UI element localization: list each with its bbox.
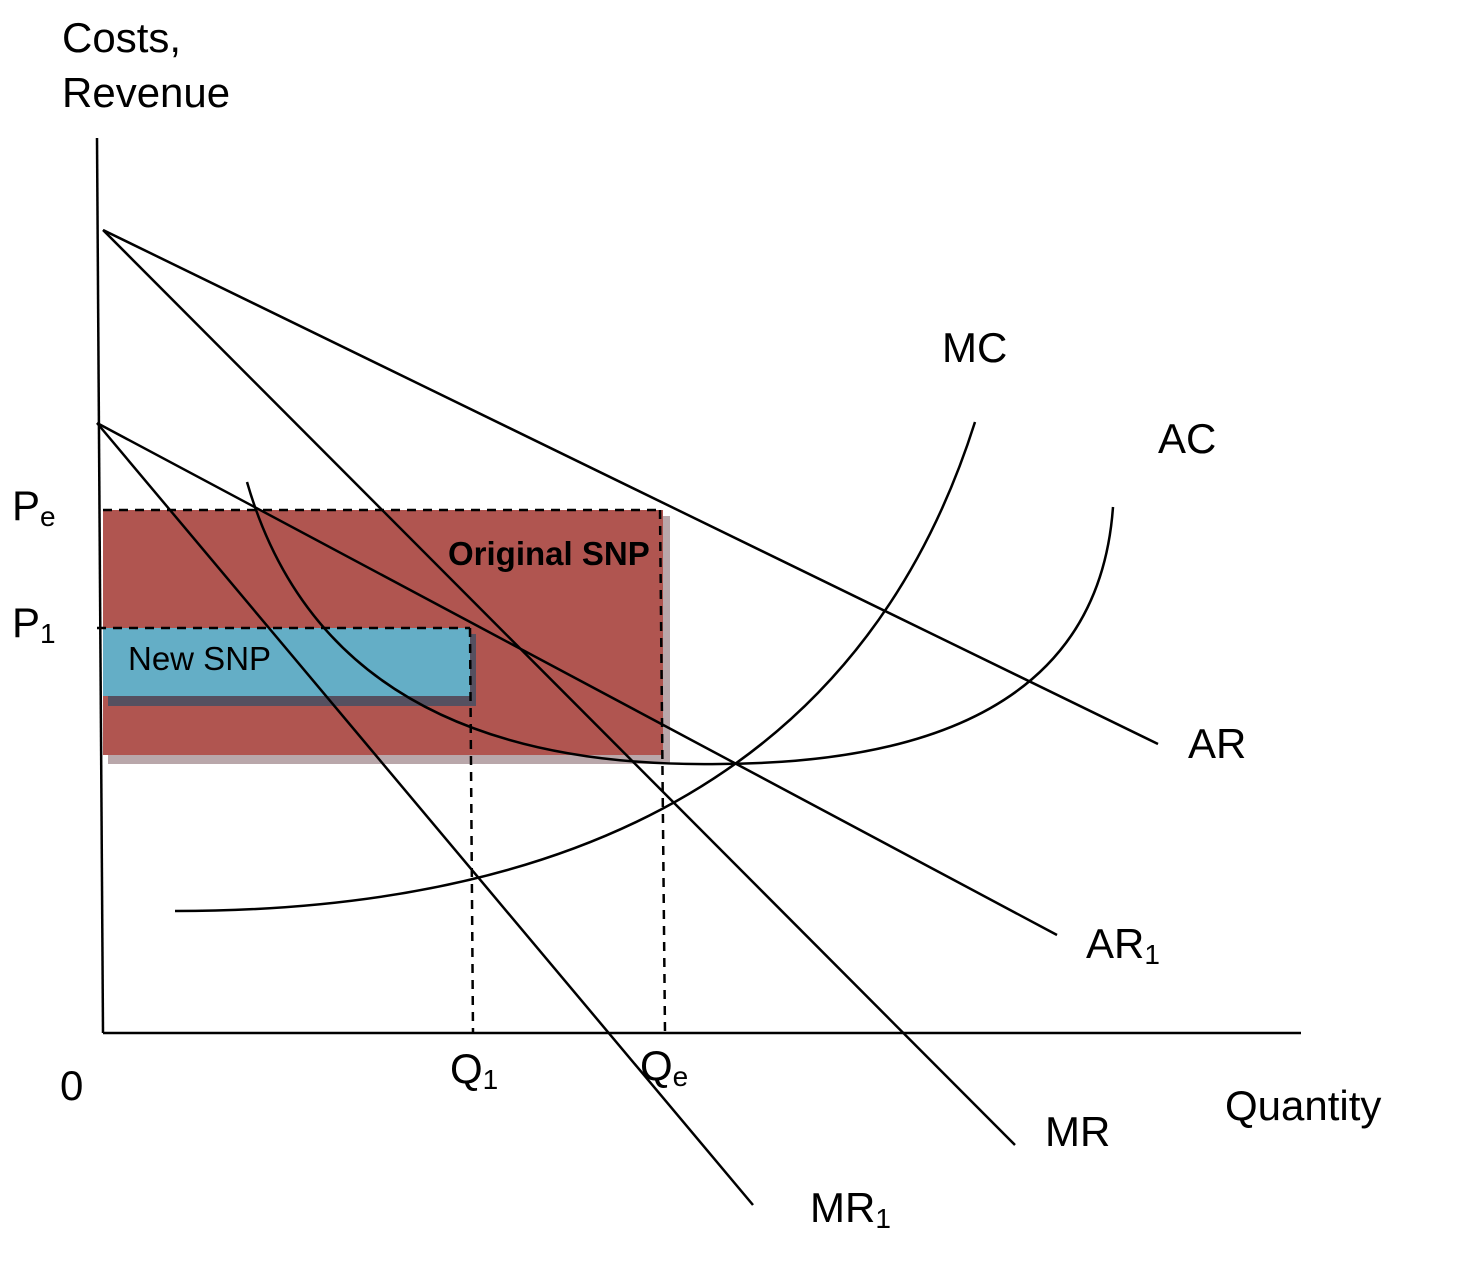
mr-label: MR: [1045, 1108, 1110, 1155]
y-axis-label-line2: Revenue: [62, 69, 230, 116]
ac-label: AC: [1158, 415, 1216, 462]
q1-dashed-line: [468, 627, 475, 1034]
mr-curve: [102, 229, 1016, 1146]
x-axis-label: Quantity: [1225, 1082, 1381, 1129]
pe-label: Pe: [12, 482, 56, 532]
new-snp-area: [103, 628, 476, 706]
mc-curve: [174, 421, 977, 913]
ar1-curve: [96, 421, 1058, 937]
ac-curve: [245, 481, 1115, 766]
mc-label: MC: [942, 324, 1007, 371]
new-snp-rect: [103, 628, 470, 696]
p1-label: P1: [12, 599, 56, 649]
new-snp-label: New SNP: [128, 640, 271, 677]
ar-label: AR: [1188, 720, 1246, 767]
ar1-label: AR1: [1086, 920, 1160, 970]
mr1-curve: [96, 422, 754, 1206]
y-axis-label-line1: Costs,: [62, 14, 181, 61]
qe-dashed-line: [658, 509, 667, 1034]
ar-curve: [102, 228, 1159, 746]
y-axis: [95, 137, 105, 1034]
origin-label: 0: [60, 1062, 83, 1109]
original-snp-label: Original SNP: [448, 535, 650, 572]
q1-label: Q1: [450, 1045, 498, 1095]
qe-label: Qe: [640, 1042, 688, 1092]
mr1-label: MR1: [810, 1184, 891, 1234]
